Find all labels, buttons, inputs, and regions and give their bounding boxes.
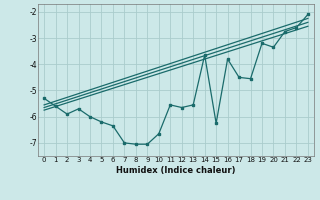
X-axis label: Humidex (Indice chaleur): Humidex (Indice chaleur)	[116, 166, 236, 175]
